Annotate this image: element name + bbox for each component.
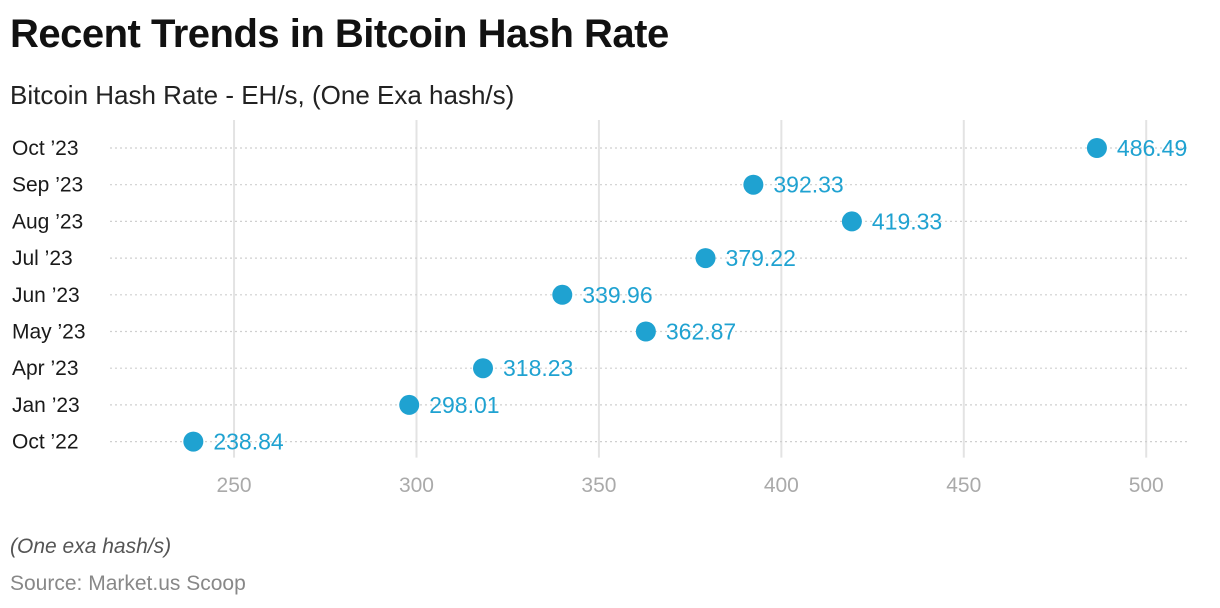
x-tick-label: 400 [764,474,799,497]
data-point [695,248,716,269]
category-label: Jun ’23 [12,284,80,307]
data-labels: 486.49 392.33 419.33 379.22 339.96 362.87 318.… [213,135,1187,455]
x-tick-label: 500 [1129,474,1164,497]
category-label: Sep ’23 [12,174,83,197]
chart-title: Recent Trends in Bitcoin Hash Rate [10,12,669,56]
data-point [1086,138,1107,158]
data-point [841,211,862,232]
x-tick-label: 350 [581,474,616,497]
data-point [552,284,573,305]
category-label: Oct ’22 [12,431,79,454]
data-label: 486.49 [1117,135,1187,161]
data-label: 298.01 [429,392,499,418]
data-point [743,174,764,195]
vertical-gridlines [233,120,1148,458]
category-labels: Oct ’23 Sep ’23 Aug ’23 Jul ’23 Jun ’23 May ’… [12,137,86,454]
data-point [473,358,494,379]
data-point [183,431,204,452]
data-points [183,138,1107,452]
data-label: 339.96 [582,282,652,308]
x-tick-label: 300 [399,474,434,497]
data-label: 318.23 [503,355,573,381]
unit-note: (One exa hash/s) [10,535,172,558]
chart-subtitle: Bitcoin Hash Rate - EH/s, (One Exa hash/… [10,80,515,110]
category-label: Apr ’23 [12,357,79,380]
category-label: Oct ’23 [12,137,79,160]
data-point [635,321,656,342]
dot-plot: Oct ’23 Sep ’23 Aug ’23 Jul ’23 Jun ’23 May ’… [12,120,1190,497]
category-label: Jan ’23 [12,394,80,417]
horizontal-gridlines [110,147,1190,443]
category-label: May ’23 [12,321,86,344]
source-note: Source: Market.us Scoop [10,572,246,595]
data-label: 392.33 [773,172,843,198]
category-label: Aug ’23 [12,210,83,233]
x-tick-label: 450 [946,474,981,497]
category-label: Jul ’23 [12,247,73,270]
x-tick-label: 250 [217,474,252,497]
data-label: 419.33 [872,208,942,234]
x-axis-tick-labels: 250 300 350 400 450 500 [217,474,1164,497]
data-label: 362.87 [666,319,736,345]
data-label: 238.84 [213,429,284,455]
data-point [399,394,420,415]
data-label: 379.22 [726,245,796,271]
